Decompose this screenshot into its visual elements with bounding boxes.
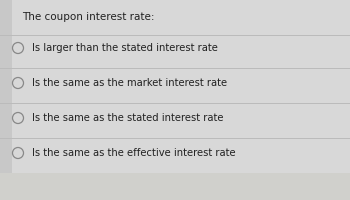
Bar <box>0 173 350 200</box>
Text: The coupon interest rate:: The coupon interest rate: <box>22 12 154 22</box>
Text: Is larger than the stated interest rate: Is larger than the stated interest rate <box>32 43 218 53</box>
Text: Is the same as the market interest rate: Is the same as the market interest rate <box>32 78 227 88</box>
Bar <box>0 0 12 200</box>
Text: Is the same as the effective interest rate: Is the same as the effective interest ra… <box>32 148 236 158</box>
Text: Is the same as the stated interest rate: Is the same as the stated interest rate <box>32 113 224 123</box>
